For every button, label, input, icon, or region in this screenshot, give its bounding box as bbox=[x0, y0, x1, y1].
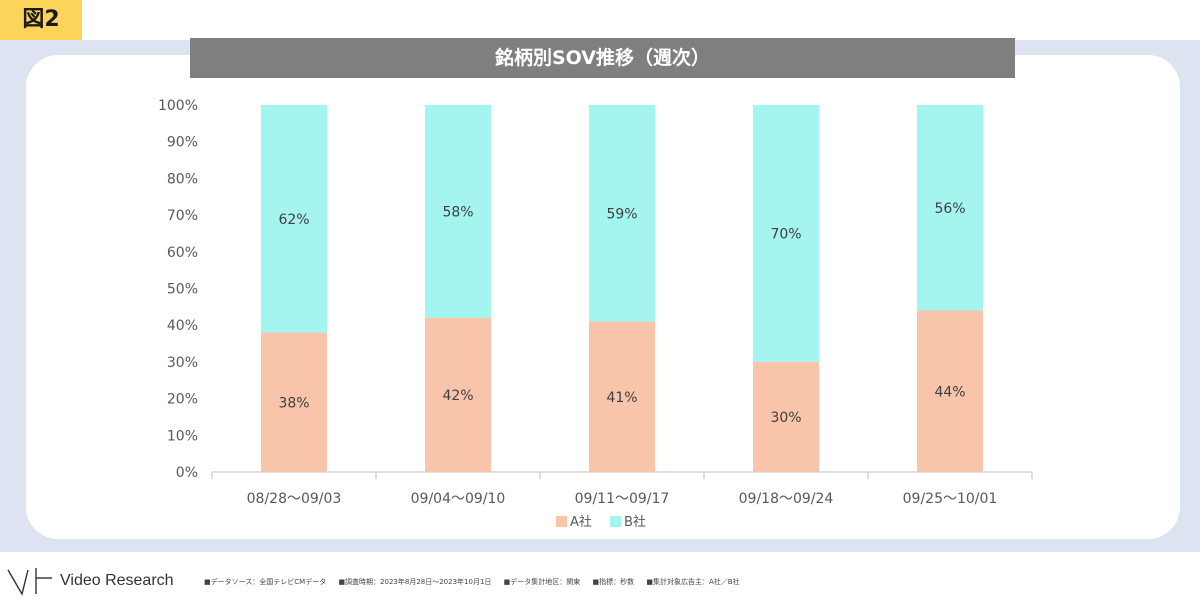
footer-note: ■集計対象広告主：A社／B社 bbox=[646, 578, 740, 586]
x-tick-label: 09/18～09/24 bbox=[739, 491, 834, 507]
legend-label: B社 bbox=[624, 514, 646, 530]
data-label: 42% bbox=[442, 388, 473, 404]
data-label: 41% bbox=[606, 390, 637, 406]
footer-note: ■データ集計地区：関東 bbox=[503, 578, 581, 586]
x-tick-label: 09/11～09/17 bbox=[575, 491, 670, 507]
data-label: 38% bbox=[278, 395, 309, 411]
legend-label: A社 bbox=[570, 514, 592, 530]
stacked-bar-chart: 0% 10% 20% 30% 40% 50% 60% 70% 80% 90% 100% 38% 62% 0… bbox=[158, 98, 1033, 530]
bar-segment-b bbox=[917, 105, 983, 311]
y-tick-label: 90% bbox=[167, 135, 198, 151]
data-label: 70% bbox=[770, 226, 801, 242]
y-tick-label: 30% bbox=[167, 355, 198, 371]
data-label: 58% bbox=[442, 204, 473, 220]
bar-segment-a bbox=[589, 321, 655, 472]
footer-note: ■調査時期：2023年8月28日～2023年10月1日 bbox=[338, 578, 492, 586]
y-tick-label: 60% bbox=[167, 245, 198, 261]
y-tick-label: 10% bbox=[167, 428, 198, 444]
bar-segment-a bbox=[425, 317, 491, 472]
data-label: 59% bbox=[606, 206, 637, 222]
figure-label: 図2 bbox=[0, 0, 82, 40]
footer-notes: ■データソース：全国テレビCMデータ ■調査時期：2023年8月28日～2023… bbox=[204, 577, 750, 587]
x-tick-label: 09/04～09/10 bbox=[411, 491, 506, 507]
y-tick-label: 100% bbox=[158, 98, 198, 114]
brand-name: Video Research bbox=[60, 572, 174, 589]
legend-swatch bbox=[556, 516, 567, 527]
data-label: 30% bbox=[770, 410, 801, 426]
legend-swatch bbox=[610, 516, 621, 527]
y-tick-label: 40% bbox=[167, 318, 198, 334]
x-tick-label: 08/28～09/03 bbox=[247, 491, 342, 507]
bar-segment-b bbox=[753, 105, 819, 362]
bar-segment-b bbox=[261, 105, 327, 333]
bar-segment-a bbox=[261, 332, 327, 472]
footer-note: ■指標：秒数 bbox=[592, 578, 635, 586]
y-tick-label: 20% bbox=[167, 392, 198, 408]
video-research-logo-icon bbox=[7, 568, 52, 596]
chart-title: 銘柄別SOV推移（週次） bbox=[190, 38, 1015, 78]
y-tick-label: 80% bbox=[167, 171, 198, 187]
bar-segment-a bbox=[753, 361, 819, 472]
bar-segment-b bbox=[425, 105, 491, 318]
y-tick-label: 70% bbox=[167, 208, 198, 224]
bar-segment-b bbox=[589, 105, 655, 322]
bar-segment-a bbox=[917, 310, 983, 472]
data-label: 62% bbox=[278, 212, 309, 228]
x-tick-label: 09/25～10/01 bbox=[903, 491, 998, 507]
footer bbox=[0, 552, 1200, 600]
data-label: 44% bbox=[934, 384, 965, 400]
y-tick-label: 50% bbox=[167, 282, 198, 298]
data-label: 56% bbox=[934, 201, 965, 217]
y-tick-label: 0% bbox=[176, 465, 198, 481]
footer-note: ■データソース：全国テレビCMデータ bbox=[204, 578, 327, 586]
